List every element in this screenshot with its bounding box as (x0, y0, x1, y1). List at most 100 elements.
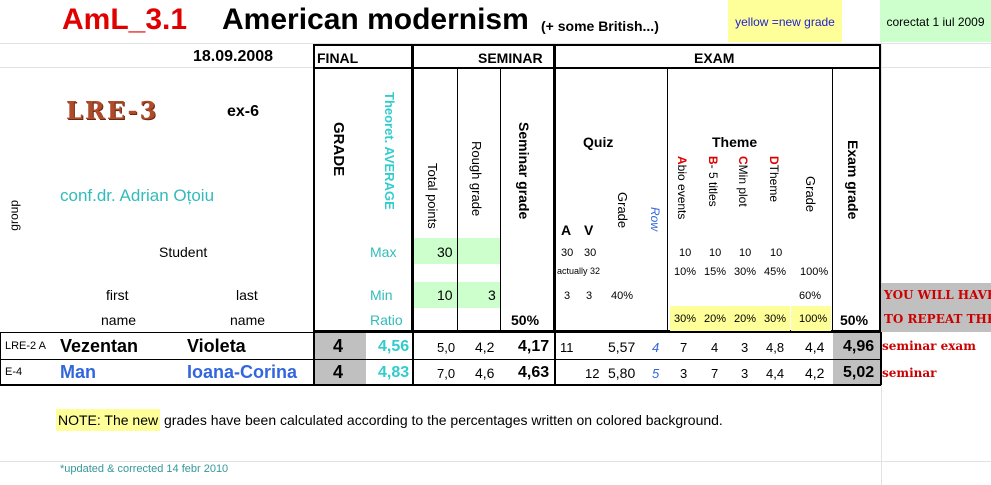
theme-a-text: bio events (675, 164, 689, 220)
row-first-name: Vezentan (60, 336, 139, 356)
col-theme: Theme (712, 134, 758, 150)
row-theme-d: 4,4 (766, 366, 785, 381)
updated-note: *updated & corrected 14 febr 2010 (60, 463, 229, 475)
row-theme-d: 4,8 (766, 340, 785, 355)
max-actually: actually 32 (557, 266, 601, 276)
rows-top-line (0, 332, 881, 333)
min-quiz-v: 3 (586, 290, 593, 302)
seminar-divider-1 (457, 68, 458, 332)
row-seminar-grade: 4,17 (518, 338, 550, 355)
exam-grade-cell-2 (833, 360, 880, 384)
row-theme-b: 7 (711, 366, 719, 381)
col-theoret-average: Theoret. AVERAGE (382, 92, 397, 210)
yellow-ratio-c (730, 306, 760, 331)
label-name-last: name (230, 312, 266, 328)
row-grade: 4 (333, 336, 344, 356)
label-max: Max (370, 244, 397, 260)
row-row: 5 (652, 366, 660, 381)
warning-box (881, 283, 991, 332)
row-last-name: Ioana-Corina (187, 362, 298, 382)
course-subtitle: (+ some British...) (541, 18, 659, 34)
final-frame (313, 44, 413, 332)
course-code: AmL_3.1 (62, 3, 188, 36)
note-highlight: NOTE: The new (56, 409, 161, 431)
teacher-name: conf.dr. Adrian Oțoiu (60, 186, 215, 205)
row-group: E-4 (5, 366, 23, 378)
label-name-first: name (101, 312, 137, 328)
section-exam: EXAM (694, 50, 735, 66)
row-theme-grade: 4,4 (805, 339, 825, 355)
pct-theme-c: 30% (734, 266, 757, 278)
row-exam-grade: 5,02 (843, 364, 875, 381)
theme-b-text: - 5 titles (706, 164, 720, 207)
pct-theme-a: 10% (674, 266, 697, 278)
row-div-seminar (554, 332, 556, 385)
exam-label: ex-6 (227, 103, 260, 120)
max-theme-b: 10 (709, 247, 722, 259)
min-rough-grade: 3 (488, 287, 496, 303)
col-grade: GRADE (330, 122, 347, 177)
max-quiz-a: 30 (561, 247, 574, 259)
green-max-rough (458, 238, 500, 264)
label-min: Min (370, 287, 393, 303)
row-theme-grade: 4,2 (805, 365, 825, 381)
pct-theme-d: 45% (764, 266, 787, 278)
col-quiz-a: A (561, 222, 572, 238)
yellow-ratio-d (760, 306, 790, 331)
row-frame-left (0, 332, 1, 385)
row-group: LRE-2 A (5, 340, 46, 352)
max-total-points: 30 (437, 244, 453, 260)
corrected-note: corectat 1 iul 2009 (880, 0, 991, 42)
section-underline (313, 67, 881, 69)
section-final: FINAL (317, 50, 359, 66)
col-group: group (7, 200, 21, 231)
warning-line2: TO REPEAT THE (884, 312, 991, 326)
row-theme-c: 3 (741, 340, 749, 355)
min-total-points: 10 (437, 287, 453, 303)
note: NOTE: The new grades have been calculate… (56, 409, 723, 431)
row-row: 4 (652, 340, 660, 355)
col-row: Row (648, 207, 662, 232)
pct-theme-grade: 100% (800, 266, 829, 278)
col-quiz-v: V (584, 222, 594, 238)
ratio-seminar-pct: 50% (511, 312, 540, 328)
row-quiz-grade: 5,57 (608, 339, 636, 355)
row-rough-grade: 4,6 (475, 365, 495, 381)
col-theme-d: DTheme (767, 156, 781, 202)
ratio-grade: 100% (799, 313, 828, 325)
row-total-points: 7,0 (437, 366, 456, 381)
row-div-exam (880, 332, 882, 385)
row-quiz-a: 11 (560, 340, 574, 355)
exam-frame (554, 44, 881, 332)
col-quiz: Quiz (583, 134, 614, 150)
col-seminar-grade: Seminar grade (516, 122, 532, 220)
col-theme-c: CMin plot (736, 156, 750, 207)
col-total-points: Total points (425, 163, 440, 229)
report-date: 18.09.2008 (193, 48, 274, 65)
ratio-c: 20% (734, 313, 757, 325)
row-grade: 4 (333, 362, 344, 382)
warning-line1: YOU WILL HAVE (884, 288, 991, 302)
min-quiz-a: 3 (564, 290, 571, 302)
yellow-ratio-grade (791, 306, 831, 331)
course-title: American modernism (222, 3, 529, 36)
theme-d-text: Theme (767, 164, 781, 203)
theme-a-letter: A (675, 156, 689, 165)
ratio-a: 30% (674, 313, 697, 325)
row-quiz-v: 12 (585, 366, 600, 381)
row-theme-c: 3 (741, 366, 749, 381)
green-max-total (414, 238, 457, 264)
row-rough-grade: 4,2 (475, 339, 495, 355)
ratio-b: 20% (704, 313, 727, 325)
green-min-rough (458, 282, 500, 308)
max-theme-d: 10 (770, 247, 783, 259)
exam-divider-1 (667, 68, 668, 332)
row-theme-a: 3 (680, 366, 688, 381)
row-theme-b: 4 (711, 340, 719, 355)
theme-c-letter: C (736, 156, 750, 165)
exam-divider-2 (832, 68, 833, 332)
theme-c-text: Min plot (736, 164, 750, 207)
max-theme-c: 10 (739, 247, 752, 259)
green-min-total (414, 282, 457, 308)
row-div-final (313, 332, 315, 385)
